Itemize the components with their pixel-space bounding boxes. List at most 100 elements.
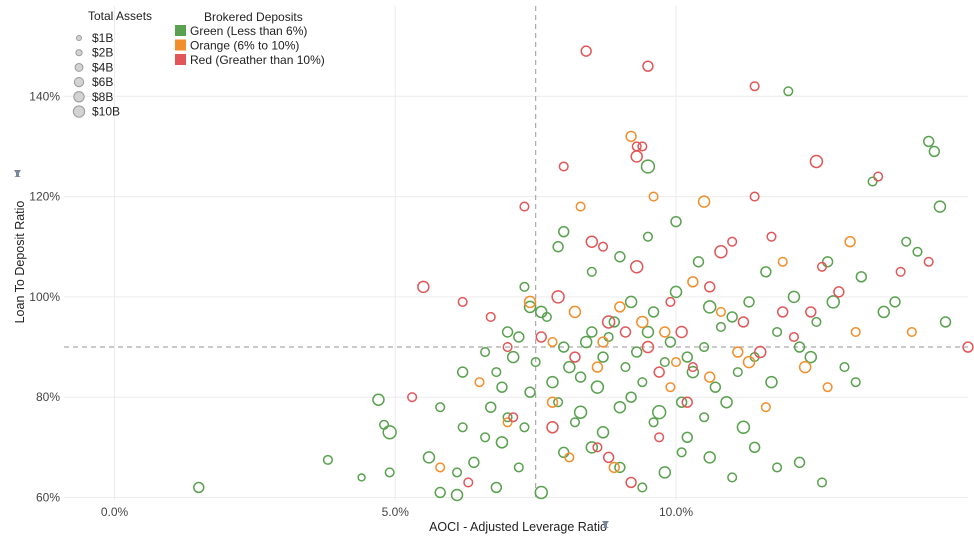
data-point[interactable] — [586, 266, 597, 277]
data-point[interactable] — [574, 371, 587, 383]
data-point[interactable] — [923, 256, 934, 267]
data-point[interactable] — [727, 472, 738, 483]
data-point[interactable] — [642, 231, 653, 242]
data-point[interactable] — [933, 200, 947, 213]
data-point[interactable] — [811, 316, 822, 328]
data-point[interactable] — [519, 422, 530, 433]
data-point[interactable] — [749, 191, 760, 202]
data-point[interactable] — [407, 392, 418, 403]
data-point[interactable] — [889, 296, 901, 308]
data-point[interactable] — [590, 380, 605, 394]
data-point[interactable] — [501, 326, 514, 338]
data-point[interactable] — [585, 441, 599, 454]
data-point[interactable] — [699, 341, 710, 353]
data-point[interactable] — [675, 325, 688, 339]
data-point[interactable] — [614, 251, 626, 263]
data-point[interactable] — [749, 81, 760, 92]
data-point[interactable] — [322, 454, 333, 465]
data-point[interactable] — [675, 396, 688, 408]
data-point[interactable] — [558, 446, 570, 459]
data-point[interactable] — [877, 305, 891, 319]
data-point[interactable] — [434, 486, 446, 499]
data-point[interactable] — [585, 235, 599, 248]
data-point[interactable] — [654, 432, 665, 443]
data-point[interactable] — [579, 335, 593, 349]
data-point[interactable] — [659, 357, 670, 368]
data-point[interactable] — [625, 391, 637, 403]
data-point[interactable] — [608, 316, 620, 328]
data-point[interactable] — [906, 326, 917, 338]
data-point[interactable] — [508, 412, 519, 423]
data-point[interactable] — [519, 281, 530, 292]
data-point[interactable] — [551, 290, 565, 304]
data-point[interactable] — [727, 236, 738, 247]
data-point[interactable] — [642, 60, 654, 72]
data-point[interactable] — [928, 145, 941, 158]
data-point[interactable] — [850, 326, 861, 338]
data-point[interactable] — [833, 286, 845, 298]
data-point[interactable] — [568, 305, 582, 319]
data-point[interactable] — [596, 426, 610, 439]
data-point[interactable] — [629, 260, 644, 274]
data-point[interactable] — [742, 355, 756, 369]
data-point[interactable] — [474, 377, 485, 388]
data-point[interactable] — [450, 488, 464, 502]
data-point[interactable] — [535, 331, 547, 343]
data-point[interactable] — [793, 456, 806, 469]
data-point[interactable] — [630, 150, 643, 163]
data-point[interactable] — [546, 421, 559, 434]
data-point[interactable] — [664, 336, 677, 348]
data-point[interactable] — [737, 316, 750, 328]
data-point[interactable] — [523, 300, 537, 314]
data-point[interactable] — [641, 325, 655, 339]
data-point[interactable] — [591, 361, 604, 373]
data-point[interactable] — [765, 375, 778, 389]
data-point[interactable] — [772, 462, 783, 473]
data-point[interactable] — [686, 365, 700, 379]
data-point[interactable] — [524, 386, 536, 398]
data-point[interactable] — [743, 296, 755, 308]
data-point[interactable] — [457, 422, 468, 433]
data-point[interactable] — [534, 485, 549, 500]
data-point[interactable] — [640, 159, 656, 174]
data-point[interactable] — [732, 367, 743, 378]
data-point[interactable] — [553, 397, 564, 408]
data-point[interactable] — [523, 295, 537, 309]
data-point[interactable] — [575, 201, 586, 212]
data-point[interactable] — [513, 331, 525, 343]
data-point[interactable] — [457, 296, 468, 307]
data-point[interactable] — [193, 481, 205, 494]
data-point[interactable] — [597, 351, 609, 363]
data-point[interactable] — [822, 382, 833, 393]
data-point[interactable] — [382, 425, 397, 440]
data-point[interactable] — [422, 451, 436, 464]
data-point[interactable] — [715, 306, 726, 317]
data-point[interactable] — [535, 305, 548, 319]
data-point[interactable] — [760, 402, 771, 413]
data-point[interactable] — [895, 266, 906, 277]
data-point[interactable] — [720, 395, 733, 409]
data-point[interactable] — [451, 467, 463, 478]
data-point[interactable] — [625, 130, 637, 143]
data-point[interactable] — [502, 341, 513, 353]
data-point[interactable] — [602, 451, 615, 464]
data-point[interactable] — [901, 236, 912, 247]
data-point[interactable] — [491, 367, 502, 378]
data-point[interactable] — [659, 326, 671, 338]
data-point[interactable] — [552, 241, 564, 253]
data-point[interactable] — [563, 360, 576, 374]
data-point[interactable] — [760, 266, 772, 278]
data-point[interactable] — [502, 412, 513, 423]
data-point[interactable] — [601, 315, 616, 329]
data-point[interactable] — [485, 401, 497, 413]
data-point[interactable] — [772, 326, 783, 338]
data-point[interactable] — [709, 381, 722, 393]
data-point[interactable] — [435, 462, 446, 473]
data-point[interactable] — [547, 336, 558, 348]
data-point[interactable] — [546, 375, 559, 389]
data-point[interactable] — [641, 340, 655, 354]
data-point[interactable] — [580, 45, 592, 57]
data-point[interactable] — [480, 347, 491, 358]
data-point[interactable] — [613, 400, 627, 414]
data-point[interactable] — [783, 86, 794, 97]
